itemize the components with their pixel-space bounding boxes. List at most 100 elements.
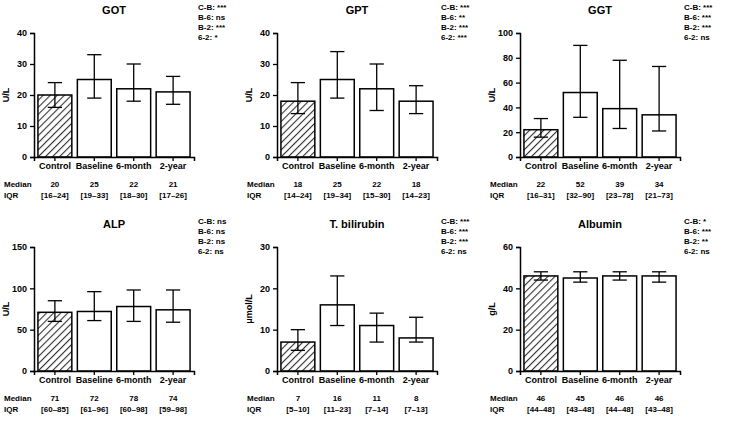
annotation: C-B: ns xyxy=(198,217,227,226)
tick-label: 50 xyxy=(17,325,27,335)
tick-label: Control xyxy=(39,375,71,385)
error-bar-cap xyxy=(330,51,344,52)
error-bar-cap xyxy=(534,279,548,280)
row-label: Median xyxy=(247,180,275,189)
median-value: 46 xyxy=(615,394,624,403)
tick-label: 80 xyxy=(503,53,513,63)
error-bar-stem xyxy=(619,60,620,128)
y-axis-title: g/L xyxy=(487,302,497,316)
tick-mark xyxy=(30,247,34,248)
annotation: B-2: ns xyxy=(198,237,226,246)
iqr-value: [5–10] xyxy=(286,405,309,414)
title: Albumin xyxy=(578,218,622,230)
annotation: B-2: *** xyxy=(441,23,469,32)
median-value: 39 xyxy=(615,180,624,189)
tick: 2-year xyxy=(403,157,430,171)
tick-label: 0 xyxy=(265,366,270,376)
tick-label: Control xyxy=(282,375,314,385)
title: ALP xyxy=(103,218,125,230)
error-bar-cap xyxy=(48,107,62,108)
median-value: 34 xyxy=(655,180,664,189)
row-label: Median xyxy=(247,394,275,403)
median-value: 16 xyxy=(333,394,342,403)
tick-label: 30 xyxy=(260,59,270,69)
tick-label: 20 xyxy=(503,325,513,335)
tick: 40 xyxy=(260,28,277,38)
tick: 60 xyxy=(503,78,520,88)
annotation: B-6: ** xyxy=(441,13,466,22)
tick-label: 2-year xyxy=(403,375,430,385)
bar xyxy=(524,276,558,371)
error-bar-cap xyxy=(330,97,344,98)
bar xyxy=(38,312,72,371)
error-bar-cap xyxy=(534,271,548,272)
error-bar xyxy=(330,276,344,326)
tick-label: 0 xyxy=(508,152,513,162)
error-bar-cap xyxy=(48,321,62,322)
tick-mark xyxy=(30,330,34,331)
error-bar-cap xyxy=(166,322,180,323)
x-axis: ControlBaseline6-month2-year xyxy=(35,371,195,385)
row-label: Median xyxy=(490,394,518,403)
error-bar xyxy=(127,64,141,101)
tick: 40 xyxy=(503,103,520,113)
error-bar xyxy=(652,272,666,282)
tick: 0 xyxy=(22,366,34,376)
error-bar-cap xyxy=(330,275,344,276)
tick-mark xyxy=(273,126,277,127)
tick-label: 6-month xyxy=(359,161,395,171)
bar xyxy=(642,276,676,371)
tick-mark xyxy=(273,157,277,158)
error-bar-cap xyxy=(127,321,141,322)
x-axis: ControlBaseline6-month2-year xyxy=(278,157,438,171)
tick: Baseline xyxy=(76,371,113,385)
iqr-value: [18–30] xyxy=(120,191,148,200)
iqr-value: [60–85] xyxy=(41,405,69,414)
tick-label: 20 xyxy=(503,128,513,138)
iqr-value: [14–23] xyxy=(402,191,430,200)
tick: Control xyxy=(39,157,71,171)
annotation: B-6: ns xyxy=(198,13,226,22)
error-bar-stem xyxy=(133,64,134,101)
median-value: 18 xyxy=(293,180,302,189)
annotation: C-B: * xyxy=(684,217,707,226)
tick: 50 xyxy=(17,325,34,335)
tick: 40 xyxy=(17,28,34,38)
error-bar-cap xyxy=(87,54,101,55)
y-axis: 050100150 xyxy=(12,242,35,376)
iqr-value: [43–48] xyxy=(645,405,673,414)
tick-mark xyxy=(516,371,520,372)
error-bar-cap xyxy=(613,128,627,129)
bar xyxy=(563,278,597,371)
error-bar xyxy=(370,64,384,111)
annotation: B-2: *** xyxy=(441,237,469,246)
tick-label: 10 xyxy=(260,325,270,335)
median-value: 18 xyxy=(412,180,421,189)
error-bar-cap xyxy=(573,271,587,272)
error-bar-cap xyxy=(652,130,666,131)
annotation: B-6: ns xyxy=(198,227,226,236)
error-bar xyxy=(409,317,423,342)
tick: 0 xyxy=(265,152,277,162)
median-value: 22 xyxy=(536,180,545,189)
error-bar-cap xyxy=(166,76,180,77)
annotation: 6-2: ns xyxy=(441,247,467,256)
median-value: 22 xyxy=(372,180,381,189)
tick-mark xyxy=(273,95,277,96)
tick: 100 xyxy=(12,284,34,294)
tick-label: 40 xyxy=(260,28,270,38)
annotation: B-6: *** xyxy=(684,227,712,236)
tick: Control xyxy=(282,157,314,171)
row-label: Median xyxy=(4,394,32,403)
tick-label: 6-month xyxy=(359,375,395,385)
tick-label: 2-year xyxy=(646,161,673,171)
error-bar-cap xyxy=(291,113,305,114)
iqr-value: [19–34] xyxy=(324,191,352,200)
tick-label: Baseline xyxy=(319,375,356,385)
iqr-value: [32–90] xyxy=(567,191,595,200)
error-bar-cap xyxy=(291,329,305,330)
tick: 80 xyxy=(503,53,520,63)
median-value: 25 xyxy=(90,180,99,189)
tick-mark xyxy=(516,82,520,83)
row-label: Median xyxy=(490,180,518,189)
